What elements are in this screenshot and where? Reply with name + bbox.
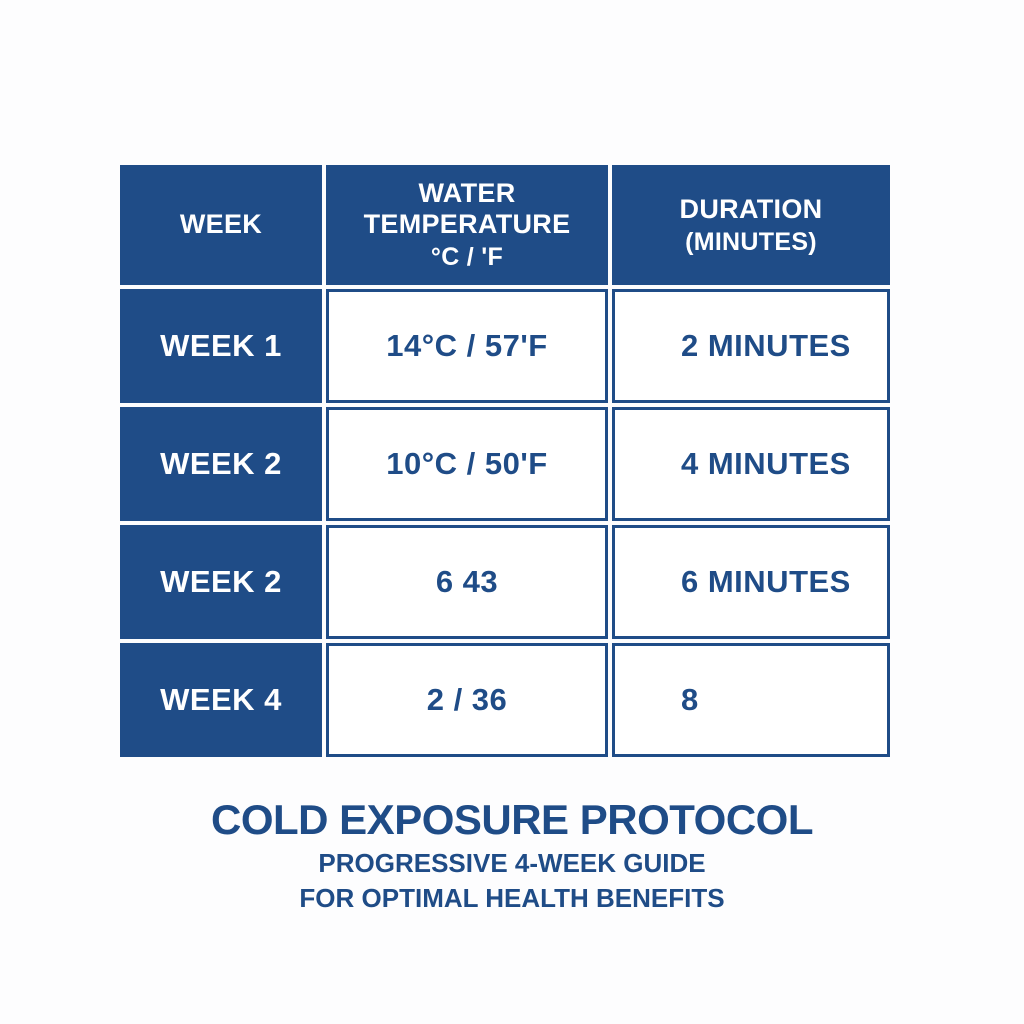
- header-cell-temperature: WATER TEMPERATURE °C / 'F: [326, 165, 608, 285]
- temperature-cell-row3: 6 43: [326, 525, 608, 639]
- week-cell-row3: WEEK 2: [120, 525, 322, 639]
- week-cell-row1: WEEK 1: [120, 289, 322, 403]
- header-temperature-label-line1: WATER TEMPERATURE: [363, 178, 571, 240]
- header-week-label: WEEK: [179, 209, 263, 240]
- duration-cell-row4: 8: [612, 643, 890, 757]
- duration-cell-row3: 6 MINUTES: [612, 525, 890, 639]
- header-duration-label-line2: (MINUTES): [685, 227, 817, 256]
- header-cell-duration: DURATION (MINUTES): [612, 165, 890, 285]
- caption-block: COLD EXPOSURE PROTOCOL PROGRESSIVE 4-WEE…: [0, 796, 1024, 914]
- header-duration-label-line1: DURATION: [679, 193, 823, 224]
- page-title: COLD EXPOSURE PROTOCOL: [211, 796, 813, 843]
- week-cell-row4: WEEK 4: [120, 643, 322, 757]
- temperature-cell-row1: 14°C / 57'F: [326, 289, 608, 403]
- week-cell-row2: WEEK 2: [120, 407, 322, 521]
- subtitle-line1: PROGRESSIVE 4-WEEK GUIDE: [318, 848, 706, 878]
- duration-cell-row2: 4 MINUTES: [612, 407, 890, 521]
- temperature-cell-row4: 2 / 36: [326, 643, 608, 757]
- header-temperature-label-line2: °C / 'F: [430, 243, 504, 272]
- temperature-cell-row2: 10°C / 50'F: [326, 407, 608, 521]
- duration-cell-row1: 2 MINUTES: [612, 289, 890, 403]
- subtitle-line2: FOR OPTIMAL HEALTH BENEFITS: [299, 883, 725, 913]
- protocol-table: WEEK WATER TEMPERATURE °C / 'F DURATION …: [120, 165, 890, 757]
- header-cell-week: WEEK: [120, 165, 322, 285]
